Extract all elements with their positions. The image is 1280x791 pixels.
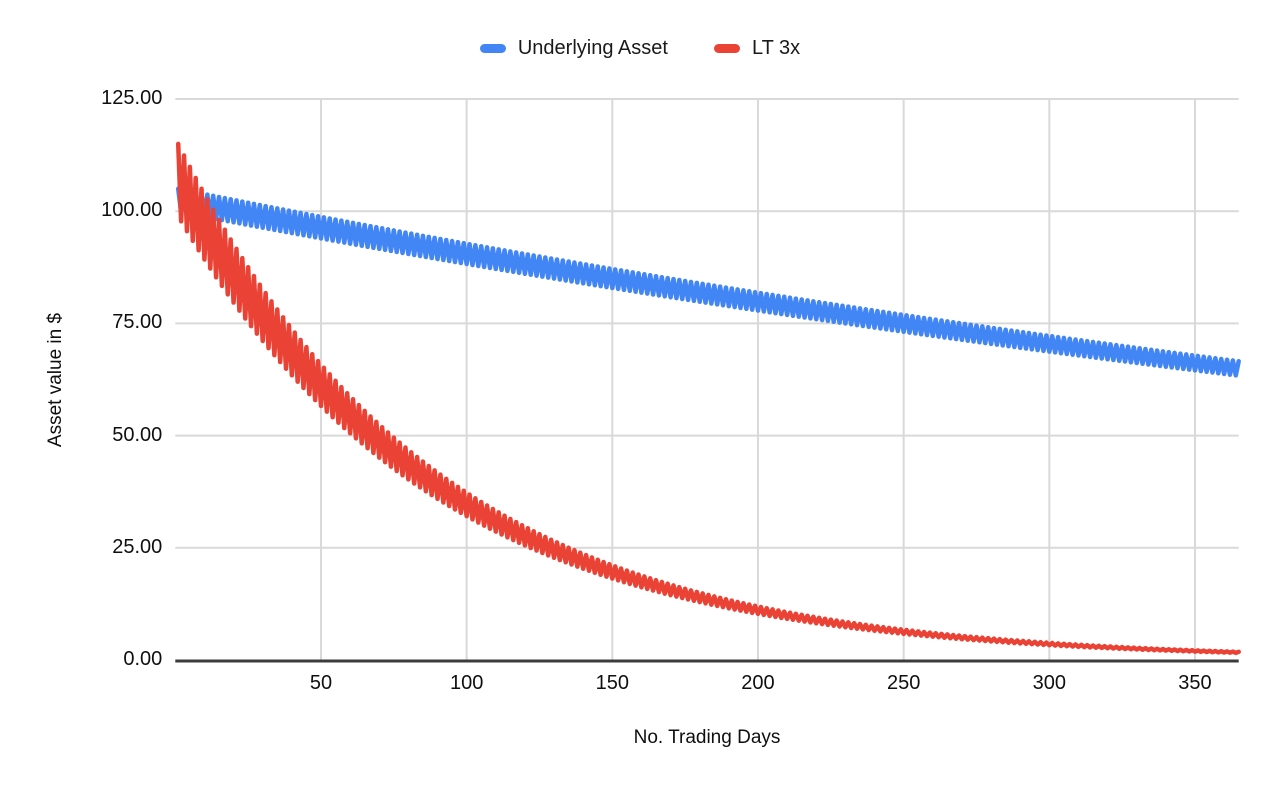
x-tick-label: 250 — [886, 672, 921, 694]
series-line-underlying-asset[interactable] — [175, 186, 1241, 378]
x-tick-label: 200 — [741, 672, 775, 694]
y-tick-label: 50.00 — [112, 423, 163, 446]
legend-item-lt3x[interactable]: LT 3x — [713, 36, 801, 60]
x-tick-label: 350 — [1178, 672, 1212, 694]
legend-label: Underlying Asset — [517, 36, 668, 59]
y-tick-label: 0.00 — [123, 648, 163, 670]
x-tick-label: 300 — [1032, 672, 1066, 694]
y-tick-label: 125.00 — [101, 87, 163, 109]
x-axis-title: No. Trading Days — [633, 727, 781, 748]
y-axis-title: Asset value in $ — [45, 312, 66, 448]
chart-legend: Underlying Asset LT 3x — [0, 36, 1280, 60]
x-tick-label: 150 — [595, 672, 629, 694]
y-tick-label: 25.00 — [112, 535, 163, 558]
x-tick-label: 50 — [309, 672, 333, 694]
legend-item-underlying-asset[interactable]: Underlying Asset — [479, 36, 668, 60]
legend-swatch-underlying-asset — [479, 43, 506, 53]
y-tick-label: 75.00 — [112, 311, 163, 334]
x-tick-label: 100 — [449, 672, 484, 694]
series-line-lt-3x[interactable] — [175, 141, 1241, 656]
legend-swatch-lt3x — [713, 43, 740, 53]
y-tick-label: 100.00 — [101, 199, 163, 222]
legend-label: LT 3x — [751, 36, 801, 59]
